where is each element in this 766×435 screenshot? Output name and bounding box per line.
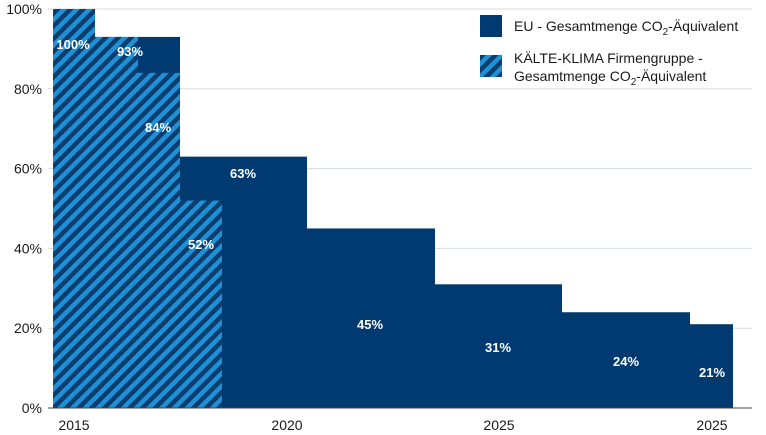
y-tick-label: 100% [6, 1, 42, 17]
legend-label-firm-line2: Gesamtmenge CO2-Äquivalent [514, 68, 706, 88]
legend-swatch-firm [480, 55, 502, 77]
eu-data-label: 21% [699, 365, 725, 380]
firm-data-label: 84% [145, 120, 171, 135]
y-tick-label: 20% [14, 320, 42, 336]
bars [53, 9, 733, 409]
eu-step-bar [435, 284, 562, 408]
axes: 0% 20% 40% 60% 80% 100% 2015 2020 2025 2025 [6, 1, 752, 433]
y-tick-label: 60% [14, 161, 42, 177]
eu-data-label: 24% [613, 354, 639, 369]
firm-step-bar [138, 72, 180, 408]
firm-step-bar [53, 9, 95, 408]
firm-data-label: 52% [188, 237, 214, 252]
firm-data-label: 100% [56, 37, 90, 52]
y-tick-label: 80% [14, 81, 42, 97]
legend-label-firm-line1: KÄLTE-KLIMA Firmengruppe - [514, 50, 703, 66]
y-tick-label: 0% [22, 400, 42, 416]
eu-step-bar [690, 324, 733, 408]
legend: EU - Gesamtmenge CO2-Äquivalent KÄLTE-KLI… [480, 15, 738, 88]
eu-data-label: 63% [230, 166, 256, 181]
firm-step-bar [180, 200, 222, 408]
bar-labels: 100% 84% 52% 93% 63% 45% 31% 24% 21% [56, 37, 725, 380]
y-tick-label: 40% [14, 240, 42, 256]
x-tick-label: 2025 [483, 417, 514, 433]
x-tick-label: 2025 [696, 417, 727, 433]
eu-step-bar [562, 312, 690, 408]
firm-step-bar [95, 36, 138, 409]
x-tick-label: 2015 [58, 417, 89, 433]
eu-data-label: 93% [117, 44, 143, 59]
eu-step-bar [307, 228, 435, 408]
legend-label-eu: EU - Gesamtmenge CO2-Äquivalent [514, 18, 738, 38]
legend-swatch-eu [480, 15, 502, 37]
eu-data-label: 31% [485, 340, 511, 355]
x-tick-label: 2020 [271, 417, 302, 433]
eu-data-label: 45% [357, 317, 383, 332]
